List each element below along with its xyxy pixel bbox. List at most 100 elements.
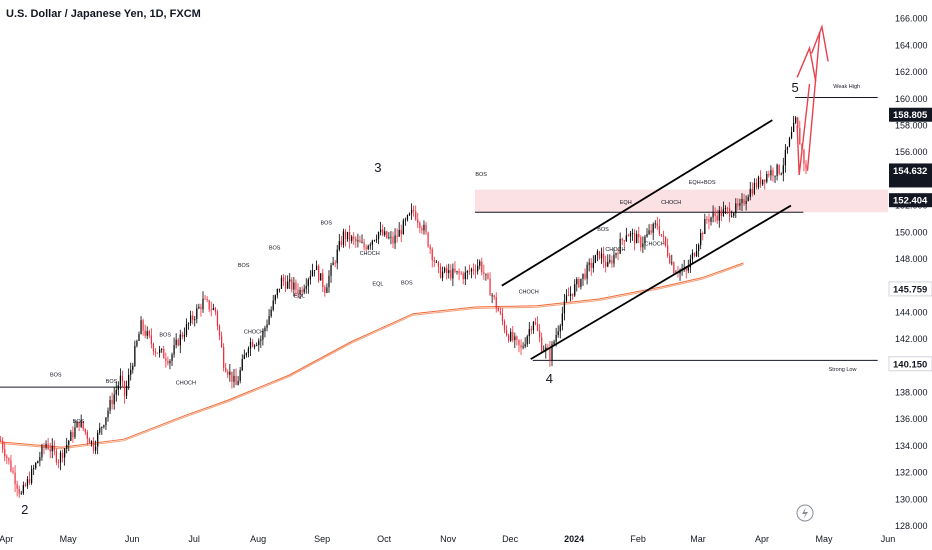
annotation-label: BOS <box>106 379 118 385</box>
candle-body <box>183 334 186 337</box>
candle-body <box>239 369 241 381</box>
candle-body <box>693 253 696 257</box>
candle-body <box>373 240 376 242</box>
candle-body <box>685 267 687 271</box>
annotation-label: BOS <box>73 419 85 425</box>
candle-body <box>24 485 27 487</box>
channel-upper-line[interactable] <box>501 119 773 287</box>
candle-body <box>396 235 398 237</box>
candle-body <box>695 251 698 257</box>
candle-body <box>214 308 217 312</box>
candle-body <box>621 238 623 241</box>
candle-body <box>47 443 49 450</box>
candle-body <box>245 353 247 356</box>
candle-body <box>119 375 122 386</box>
candle-body <box>658 225 661 235</box>
candle-body <box>262 331 264 340</box>
candle-body <box>90 440 93 444</box>
candle-body <box>123 381 126 396</box>
candle-body <box>580 278 582 287</box>
candle-body <box>51 445 53 452</box>
projection-arrow[interactable] <box>806 31 821 171</box>
candle-body <box>311 270 314 277</box>
candle-body <box>349 231 351 241</box>
candle-body <box>733 213 735 216</box>
candle-body <box>289 279 291 282</box>
candle-body <box>797 117 799 128</box>
candle-body <box>578 278 580 287</box>
candle-body <box>526 336 528 345</box>
zone-rect <box>474 189 888 213</box>
candle-body <box>489 278 491 296</box>
candle-body <box>598 251 601 259</box>
candle-body <box>737 203 739 206</box>
candle-body <box>194 319 196 320</box>
y-tick-label: 166.000 <box>895 14 928 24</box>
candle-body <box>165 358 167 361</box>
channel-lower-line[interactable] <box>530 204 792 360</box>
candle-body <box>530 329 532 331</box>
candle-body <box>247 348 250 354</box>
candle-body <box>344 231 347 240</box>
candle-body <box>623 240 625 242</box>
candle-body <box>287 281 289 289</box>
annotation-label: CHOCH <box>605 247 625 253</box>
candle-body <box>8 458 10 461</box>
projection-arrow[interactable] <box>796 84 811 175</box>
candle-body <box>159 349 161 354</box>
candle-body <box>419 222 421 229</box>
candle-body <box>605 262 607 267</box>
y-tick-label: 160.000 <box>895 94 928 104</box>
candle-body <box>76 421 78 428</box>
lightning-icon[interactable] <box>796 504 814 522</box>
candle-body <box>413 209 415 212</box>
candle-body <box>299 289 301 294</box>
candle-body <box>163 348 165 359</box>
y-tick-label: 128.000 <box>895 521 928 531</box>
moving-average <box>0 262 744 450</box>
candle-body <box>198 306 200 309</box>
candle-body <box>739 203 741 206</box>
candle-body <box>446 267 448 274</box>
candle-body <box>437 261 440 267</box>
candle-body <box>770 170 772 176</box>
candle-body <box>249 342 252 349</box>
candle-body <box>650 230 652 233</box>
candle-body <box>415 211 417 220</box>
candle-body <box>660 234 663 236</box>
candle-body <box>346 231 349 240</box>
candle-body <box>782 165 784 174</box>
candle-body <box>318 265 320 281</box>
annotation-label: CHOCH <box>360 251 380 257</box>
candle-body <box>561 313 563 326</box>
annotation-label: Weak High <box>833 84 860 90</box>
candle-body <box>233 375 235 382</box>
candle-body <box>644 236 646 244</box>
candle-body <box>212 308 214 310</box>
candle-body <box>532 322 535 331</box>
x-tick-label: Dec <box>502 534 519 544</box>
candle-body <box>538 330 541 338</box>
candle-body <box>301 289 303 293</box>
candle-body <box>394 235 396 244</box>
candle-body <box>629 233 632 237</box>
candle-body <box>671 262 673 264</box>
candle-body <box>505 330 508 336</box>
candle-body <box>355 238 357 242</box>
y-tick-label: 136.000 <box>895 414 928 424</box>
candle-body <box>691 253 694 260</box>
candle-body <box>646 234 648 237</box>
candle-body <box>456 271 458 272</box>
candle-body <box>272 300 274 310</box>
candle-body <box>70 432 72 441</box>
candle-body <box>433 259 435 262</box>
candle-body <box>55 450 57 463</box>
candle-body <box>45 443 47 448</box>
candle-body <box>0 440 2 442</box>
candle-body <box>429 246 431 250</box>
candle-body <box>743 199 745 204</box>
candle-body <box>402 220 404 235</box>
candle-body <box>565 295 568 301</box>
y-tick-label: 132.000 <box>895 468 928 478</box>
